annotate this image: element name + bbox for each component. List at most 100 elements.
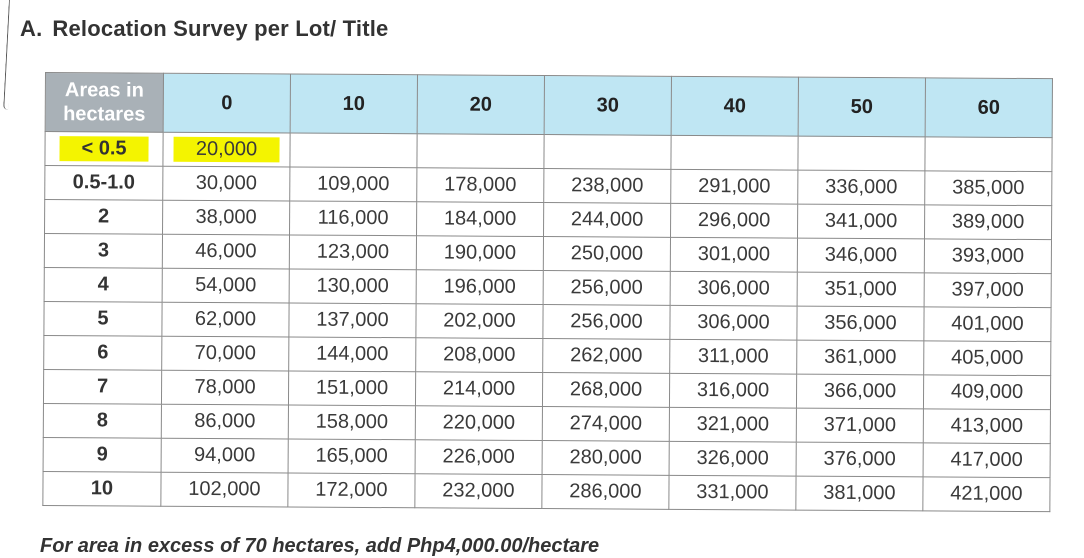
cell-value: 38,000 xyxy=(195,205,257,229)
cell-value: 306,000 xyxy=(697,276,770,300)
cell-value: 165,000 xyxy=(315,444,388,468)
table-cell: 301,000 xyxy=(670,237,798,273)
table-cell xyxy=(797,136,926,171)
cell-value: 262,000 xyxy=(570,344,643,367)
column-header: 40 xyxy=(671,76,799,137)
table-cell: 413,000 xyxy=(923,408,1051,444)
table-cell: 70,000 xyxy=(161,336,289,371)
row-label-text: 2 xyxy=(97,205,110,228)
cell-value: 20,000 xyxy=(173,136,280,163)
table-cell: 94,000 xyxy=(161,438,289,473)
table-cell: 336,000 xyxy=(797,170,925,205)
cell-value: 250,000 xyxy=(570,242,644,265)
table-cell: 274,000 xyxy=(542,406,670,442)
row-label: 3 xyxy=(44,233,163,269)
table-cell: 130,000 xyxy=(289,268,417,304)
row-label-text: 4 xyxy=(97,273,109,296)
table-cell: 321,000 xyxy=(669,407,797,443)
table-cell xyxy=(670,135,799,171)
footnote: For area in excess of 70 hectares, add P… xyxy=(40,535,600,557)
table-cell: 102,000 xyxy=(160,472,289,507)
table-cell: 190,000 xyxy=(416,235,544,271)
table-cell: 306,000 xyxy=(669,305,798,341)
table-cell: 244,000 xyxy=(543,202,671,238)
cell-value: 123,000 xyxy=(316,240,390,264)
cell-value: 356,000 xyxy=(824,311,897,335)
table-cell: 20,000 xyxy=(162,132,291,167)
column-header: 0 xyxy=(163,73,291,133)
row-label: 10 xyxy=(42,471,162,507)
section-heading: A. Relocation Survey per Lot/ Title xyxy=(20,16,388,42)
row-label-text: 3 xyxy=(97,239,110,262)
cell-value: 393,000 xyxy=(951,244,1025,267)
cell-value: 158,000 xyxy=(315,410,389,434)
cell-value: 137,000 xyxy=(316,308,389,332)
table-cell: 250,000 xyxy=(543,236,671,272)
page-edge xyxy=(3,0,14,110)
cell-value: 417,000 xyxy=(950,448,1023,471)
table-cell: 137,000 xyxy=(288,302,417,338)
cell-value: 301,000 xyxy=(697,242,771,266)
cell-value: 311,000 xyxy=(697,344,769,368)
cell-value: 385,000 xyxy=(952,176,1025,199)
table-cell: 178,000 xyxy=(416,167,544,203)
cell-value: 421,000 xyxy=(950,482,1023,505)
cell-value: 405,000 xyxy=(951,346,1024,369)
cell-value: 401,000 xyxy=(951,312,1024,335)
row-label-text: 5 xyxy=(97,307,109,330)
cell-value: 102,000 xyxy=(188,477,261,501)
table-cell: 184,000 xyxy=(416,201,544,237)
cell-value: 151,000 xyxy=(315,376,389,400)
table-cell: 351,000 xyxy=(797,272,925,307)
cell-value: 256,000 xyxy=(570,276,643,299)
table-cell: 341,000 xyxy=(797,204,925,239)
row-label: 9 xyxy=(43,437,162,473)
table-cell: 109,000 xyxy=(289,166,417,202)
table-cell: 158,000 xyxy=(288,404,416,440)
cell-value: 280,000 xyxy=(569,446,642,469)
row-label: 0.5-1.0 xyxy=(44,165,163,201)
table-cell: 220,000 xyxy=(415,405,543,441)
cell-value: 371,000 xyxy=(823,413,897,437)
cell-value: 256,000 xyxy=(570,310,643,333)
row-label-text: 8 xyxy=(96,409,109,432)
row-label-text: < 0.5 xyxy=(59,136,149,162)
cell-value: 316,000 xyxy=(696,378,770,402)
cell-value: 389,000 xyxy=(951,210,1025,233)
row-label-text: 7 xyxy=(96,375,109,398)
cell-value: 326,000 xyxy=(696,446,769,470)
table-cell: 86,000 xyxy=(161,404,289,439)
column-header: 50 xyxy=(798,77,926,137)
cell-value: 381,000 xyxy=(823,481,896,505)
column-header: 20 xyxy=(417,74,545,135)
table-cell: 78,000 xyxy=(161,370,289,405)
table-cell: 385,000 xyxy=(924,170,1052,206)
table-cell: 172,000 xyxy=(287,472,416,508)
table-cell: 123,000 xyxy=(289,234,417,270)
column-header: 60 xyxy=(925,77,1053,138)
cell-value: 331,000 xyxy=(696,480,769,504)
row-label-text: 10 xyxy=(90,477,114,500)
table-cell: 226,000 xyxy=(415,439,543,475)
row-label-text: 9 xyxy=(96,443,108,466)
table-cell: 331,000 xyxy=(668,475,797,511)
cell-value: 30,000 xyxy=(195,171,257,195)
cell-value: 116,000 xyxy=(317,206,389,230)
row-label: 5 xyxy=(43,301,163,337)
table-cell: 371,000 xyxy=(796,408,924,443)
table-cell: 262,000 xyxy=(542,338,670,374)
table-cell: 116,000 xyxy=(289,200,417,236)
cell-value: 144,000 xyxy=(316,342,389,366)
cell-value: 232,000 xyxy=(442,479,515,502)
table-cell: 30,000 xyxy=(162,166,290,201)
cell-value: 321,000 xyxy=(696,412,770,436)
table-cell xyxy=(924,136,1053,172)
table-cell: 256,000 xyxy=(542,304,671,340)
cell-value: 190,000 xyxy=(443,241,517,264)
row-label: 4 xyxy=(44,267,163,303)
cell-value: 62,000 xyxy=(194,307,257,331)
cell-value: 413,000 xyxy=(950,414,1024,437)
row-label: 8 xyxy=(43,403,162,439)
cell-value: 397,000 xyxy=(951,278,1024,301)
table-cell: 326,000 xyxy=(669,441,797,477)
